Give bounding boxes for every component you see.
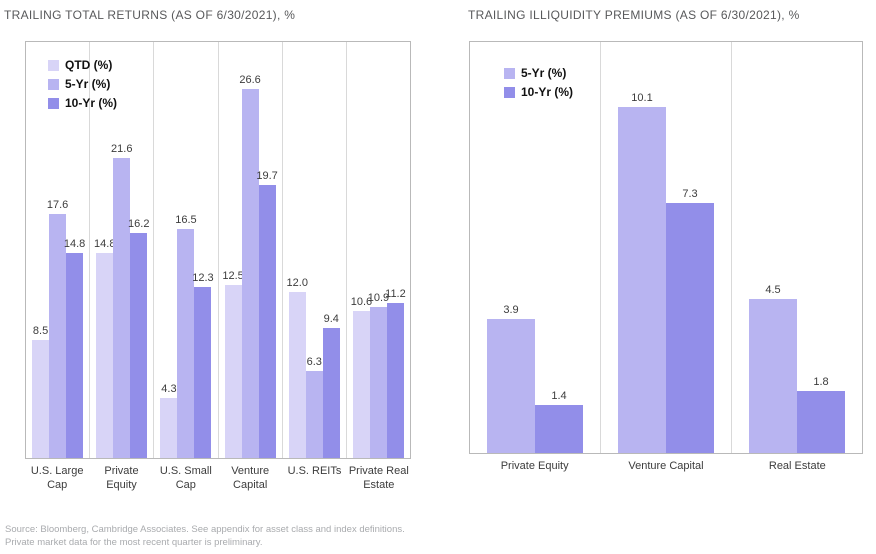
legend-swatch-icon (504, 67, 515, 79)
category-group: 4.5 1.8 (732, 42, 862, 453)
category-label: Private Equity (104, 465, 139, 491)
bar: 17.6 (47, 199, 68, 458)
bar: 12.3 (192, 272, 214, 458)
bar-value-label: 7.3 (682, 187, 698, 200)
category-label: Private Equity (500, 460, 569, 472)
category-label: Venture Capital (628, 460, 704, 472)
legend: QTD (%) 5-Yr (%) 10-Yr (%) (48, 58, 117, 110)
bar: 10.9 (368, 292, 389, 458)
chart-title: TRAILING ILLIQUIDITY PREMIUMS (AS OF 6/3… (468, 8, 800, 22)
category-label: U.S. REITs (287, 465, 342, 477)
legend-label: 10-Yr (%) (521, 85, 574, 99)
legend-item: 10-Yr (%) (504, 85, 573, 99)
bar-value-label: 17.6 (46, 198, 69, 211)
bar-value-label: 26.6 (239, 74, 261, 87)
legend-label: 5-Yr (%) (65, 77, 111, 91)
bar-groups: 3.9 1.4 10.1 7.3 4.5 1.8 (470, 42, 862, 453)
category-group: 10.1 7.3 (601, 42, 732, 453)
bar-value-label: 11.2 (385, 287, 406, 300)
category-label: Real Estate (768, 460, 826, 472)
bar-value-label: 4.5 (765, 283, 781, 296)
source-note: Source: Bloomberg, Cambridge Associates.… (5, 523, 405, 549)
bar-value-label: 4.3 (161, 383, 177, 396)
bar-groups: 8.5 17.6 14.8 14.8 21.6 16.2 4.3 16.5 12.3 12.5 26… (26, 42, 410, 458)
category-label: U.S. Small Cap (159, 465, 212, 491)
source-line-2: Private market data for the most recent … (5, 537, 263, 548)
bar: 9.4 (322, 313, 340, 458)
category-group: 12.5 26.6 19.7 (219, 42, 283, 458)
bar: 14.8 (64, 238, 85, 458)
bar-value-label: 12.5 (222, 269, 244, 282)
legend-label: 10-Yr (%) (65, 96, 118, 110)
bar: 4.3 (160, 383, 178, 458)
category-label: U.S. Large Cap (30, 465, 84, 491)
bar: 10.6 (351, 296, 372, 458)
bar-value-label: 14.8 (94, 237, 116, 250)
legend-swatch-icon (504, 86, 515, 98)
bar-value-label: 19.7 (256, 169, 278, 182)
legend-item: 10-Yr (%) (48, 96, 117, 110)
chart-title: TRAILING TOTAL RETURNS (AS OF 6/30/2021)… (4, 8, 296, 22)
bar: 8.5 (32, 325, 50, 458)
bar: 1.8 (797, 376, 845, 453)
category-axis: Private Equity Venture Capital Real Estate (469, 459, 863, 473)
legend-label: QTD (%) (65, 58, 113, 72)
bar-value-label: 1.4 (551, 390, 567, 403)
bar: 14.8 (94, 238, 115, 458)
bar-value-label: 10.1 (631, 92, 653, 105)
bar: 1.4 (535, 390, 583, 453)
trailing-illiquidity-premiums-chart: TRAILING ILLIQUIDITY PREMIUMS (AS OF 6/3… (468, 8, 870, 473)
bar-value-label: 12.3 (192, 272, 214, 285)
bar: 21.6 (111, 143, 132, 458)
category-group: 3.9 1.4 (470, 42, 601, 453)
bar: 3.9 (487, 304, 535, 453)
bar: 26.6 (239, 74, 261, 458)
bar: 11.2 (385, 288, 406, 458)
bar: 12.0 (287, 277, 308, 458)
category-group: 14.8 21.6 16.2 (90, 42, 155, 458)
legend-item: 5-Yr (%) (504, 66, 573, 80)
category-group: 12.0 6.3 9.4 (283, 42, 347, 458)
category-group: 10.6 10.9 11.2 (347, 42, 410, 458)
trailing-total-returns-chart: TRAILING TOTAL RETURNS (AS OF 6/30/2021)… (4, 8, 434, 492)
legend-item: 5-Yr (%) (48, 77, 117, 91)
bar: 16.5 (175, 214, 197, 458)
bar-value-label: 3.9 (503, 304, 519, 317)
bar: 19.7 (256, 170, 278, 458)
bar-value-label: 9.4 (323, 312, 339, 325)
bar-value-label: 10.9 (367, 291, 390, 304)
bar-value-label: 16.2 (128, 218, 150, 231)
bar-value-label: 10.6 (350, 296, 373, 309)
bar: 4.5 (749, 284, 797, 453)
source-line-1: Source: Bloomberg, Cambridge Associates.… (5, 524, 405, 535)
bar-value-label: 16.5 (175, 214, 197, 227)
category-group: 8.5 17.6 14.8 (26, 42, 91, 458)
legend-swatch-icon (48, 97, 59, 109)
bar-value-label: 12.0 (286, 276, 308, 289)
legend-swatch-icon (48, 78, 59, 90)
bar-value-label: 21.6 (111, 143, 133, 156)
bar-value-label: 6.3 (306, 355, 322, 368)
legend-swatch-icon (48, 59, 59, 71)
legend-item: QTD (%) (48, 58, 117, 72)
plot-area: 5-Yr (%) 10-Yr (%) 3.9 1.4 10.1 7.3 4.5 1.8 (469, 41, 863, 454)
category-label: Private Real Estate (348, 465, 409, 491)
category-group: 4.3 16.5 12.3 (154, 42, 219, 458)
bar: 7.3 (666, 188, 714, 453)
category-axis: U.S. Large Cap Private Equity U.S. Small C… (25, 464, 411, 492)
bar: 12.5 (222, 270, 244, 458)
plot-area: QTD (%) 5-Yr (%) 10-Yr (%) 8.5 17.6 14.8 14.8… (25, 41, 411, 459)
bar-value-label: 14.8 (63, 237, 86, 250)
bar-value-label: 1.8 (813, 376, 829, 389)
legend: 5-Yr (%) 10-Yr (%) (504, 66, 573, 99)
legend-label: 5-Yr (%) (521, 66, 567, 80)
bar: 10.1 (618, 92, 666, 453)
bar: 6.3 (305, 356, 323, 458)
bar: 16.2 (128, 218, 149, 458)
category-label: Venture Capital (231, 465, 270, 491)
bar-value-label: 8.5 (32, 325, 49, 338)
